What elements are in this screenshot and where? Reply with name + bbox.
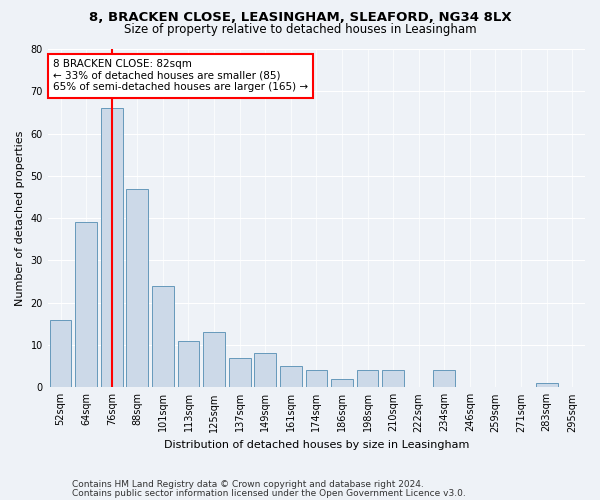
Text: 8 BRACKEN CLOSE: 82sqm
← 33% of detached houses are smaller (85)
65% of semi-det: 8 BRACKEN CLOSE: 82sqm ← 33% of detached…	[53, 59, 308, 92]
Bar	[101, 108, 122, 388]
Bar	[382, 370, 404, 388]
Bar	[229, 358, 251, 388]
Text: Size of property relative to detached houses in Leasingham: Size of property relative to detached ho…	[124, 22, 476, 36]
Bar	[305, 370, 327, 388]
Bar	[50, 320, 71, 388]
Bar	[178, 341, 199, 388]
Bar	[280, 366, 302, 388]
Bar	[536, 383, 557, 388]
Text: Contains HM Land Registry data © Crown copyright and database right 2024.: Contains HM Land Registry data © Crown c…	[72, 480, 424, 489]
Text: 8, BRACKEN CLOSE, LEASINGHAM, SLEAFORD, NG34 8LX: 8, BRACKEN CLOSE, LEASINGHAM, SLEAFORD, …	[89, 11, 511, 24]
Y-axis label: Number of detached properties: Number of detached properties	[15, 130, 25, 306]
Text: Contains public sector information licensed under the Open Government Licence v3: Contains public sector information licen…	[72, 488, 466, 498]
Bar	[331, 379, 353, 388]
Bar	[203, 332, 225, 388]
X-axis label: Distribution of detached houses by size in Leasingham: Distribution of detached houses by size …	[164, 440, 469, 450]
Bar	[75, 222, 97, 388]
Bar	[127, 188, 148, 388]
Bar	[356, 370, 379, 388]
Bar	[152, 286, 174, 388]
Bar	[433, 370, 455, 388]
Bar	[254, 354, 276, 388]
